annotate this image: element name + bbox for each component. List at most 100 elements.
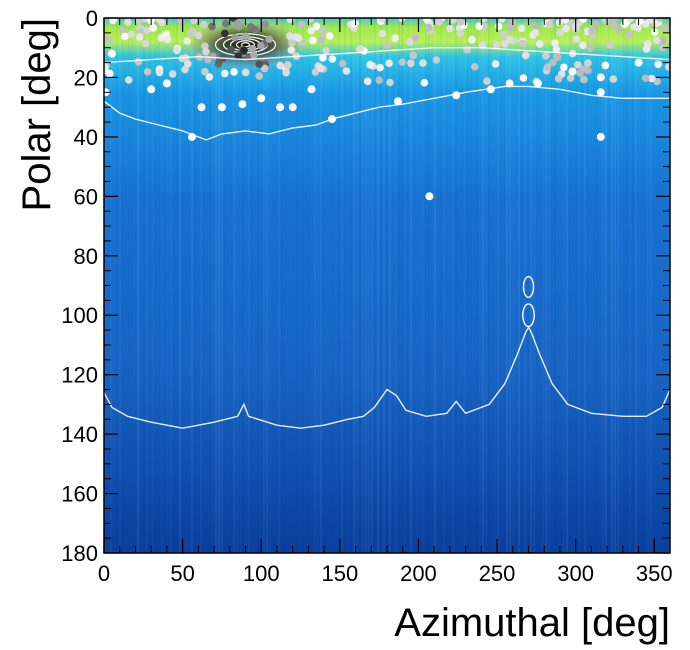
texture-streak: [374, 18, 376, 553]
scatter-point: [257, 94, 266, 103]
scatter-point: [584, 59, 592, 67]
texture-streak: [308, 18, 310, 553]
scatter-point: [398, 58, 407, 66]
scatter-point: [155, 18, 163, 23]
scatter-point: [188, 132, 196, 141]
scatter-point: [107, 49, 116, 58]
texture-streak: [182, 18, 184, 553]
texture-streak: [443, 18, 445, 553]
scatter-point: [659, 36, 667, 45]
scatter-cluster-top: [104, 18, 670, 87]
scatter-point: [634, 58, 643, 67]
texture-streak: [161, 18, 163, 553]
scatter-point: [260, 64, 269, 73]
scatter-point: [124, 18, 132, 27]
texture-streak: [353, 18, 355, 553]
scatter-point: [265, 35, 274, 43]
texture-streak: [521, 18, 523, 553]
texture-streak: [119, 18, 121, 553]
scatter-point: [615, 25, 623, 33]
texture-streak: [302, 18, 304, 553]
x-tick-label: 350: [636, 561, 673, 586]
scatter-point: [448, 18, 456, 24]
texture-streak: [404, 18, 406, 553]
scatter-point: [134, 58, 143, 66]
scatter-point: [533, 79, 542, 88]
scatter-point: [456, 29, 465, 38]
scatter-point: [647, 74, 656, 83]
scatter-point: [319, 54, 327, 62]
y-tick-label: 140: [61, 422, 98, 447]
scatter-point: [202, 48, 210, 56]
texture-streak: [614, 18, 616, 553]
scatter-point: [553, 53, 562, 61]
scatter-point: [215, 57, 224, 65]
y-tick-label: 80: [74, 244, 98, 269]
texture-streak: [569, 18, 571, 553]
scatter-point: [630, 23, 638, 31]
texture-streak: [488, 18, 490, 553]
texture-streak: [476, 18, 478, 553]
scatter-point: [542, 52, 550, 60]
texture-streak: [575, 18, 577, 553]
texture-streak: [473, 18, 475, 553]
scatter-point: [288, 103, 297, 112]
scatter-point: [190, 18, 198, 25]
scatter-point: [483, 77, 491, 85]
scatter-point: [342, 67, 351, 75]
scatter-point: [654, 60, 662, 69]
scatter-point: [155, 68, 164, 77]
texture-streak: [416, 18, 418, 553]
scatter-point: [498, 18, 506, 23]
scatter-point: [643, 40, 652, 48]
scatter-point: [328, 115, 336, 124]
contour-ellipse: [522, 303, 535, 328]
scatter-point: [127, 30, 136, 39]
texture-streak: [566, 18, 568, 553]
scatter-point: [531, 28, 540, 37]
scatter-point: [378, 29, 387, 38]
scatter-point: [261, 20, 270, 28]
scatter-point: [242, 32, 250, 40]
scatter-point: [143, 26, 151, 35]
texture-streak: [491, 18, 493, 553]
texture-streak: [212, 18, 214, 553]
scatter-point: [319, 27, 327, 35]
scatter-point: [580, 75, 588, 84]
texture-streak: [524, 18, 526, 553]
scatter-point: [655, 18, 664, 22]
scatter-point: [586, 44, 595, 52]
scatter-point: [276, 103, 285, 112]
scatter-point: [494, 22, 503, 31]
scatter-point: [288, 39, 296, 47]
texture-streak: [329, 18, 331, 553]
texture-streak: [257, 18, 259, 553]
texture-streak: [590, 18, 592, 553]
scatter-point: [435, 18, 443, 26]
scatter-point: [163, 35, 172, 44]
x-tick-label: 150: [321, 561, 358, 586]
texture-streak: [425, 18, 427, 553]
scatter-point: [609, 20, 618, 29]
scatter-point: [562, 24, 570, 33]
scatter-point: [385, 59, 394, 67]
y-tick-label: 20: [74, 65, 98, 90]
x-tick-label: 100: [243, 561, 280, 586]
scatter-point: [552, 45, 561, 54]
texture-streak: [632, 18, 634, 553]
texture-streak: [203, 18, 205, 553]
x-tick-label: 250: [479, 561, 516, 586]
texture-streak: [536, 18, 538, 553]
texture-streak: [314, 18, 316, 553]
texture-streak: [275, 18, 277, 553]
texture-streak: [557, 18, 559, 553]
texture-streak: [143, 18, 145, 553]
x-axis-title: Azimuthal [deg]: [394, 601, 670, 645]
scatter-point: [106, 69, 114, 78]
scatter-point: [208, 22, 216, 31]
texture-streak: [434, 18, 436, 553]
texture-streak: [338, 18, 340, 553]
scatter-point: [470, 62, 479, 71]
texture-streak: [494, 18, 496, 553]
texture-streak: [191, 18, 193, 553]
